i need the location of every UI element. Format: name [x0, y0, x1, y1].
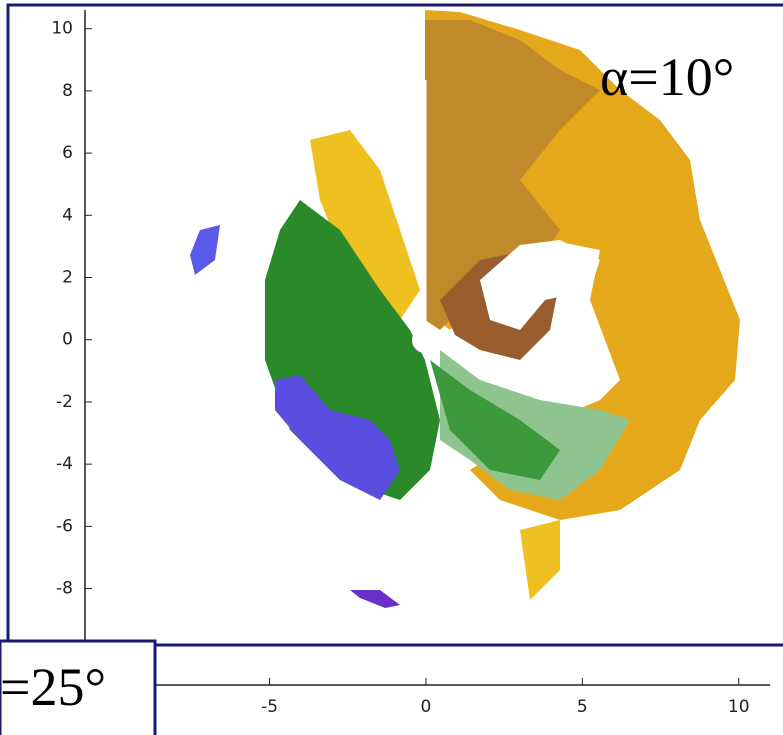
annotation: α=10° [600, 47, 734, 107]
x-tick-label: 5 [577, 697, 588, 717]
y-tick-label: -6 [56, 516, 73, 536]
y-tick-label: 0 [62, 330, 73, 350]
x-tick-label: 10 [728, 697, 750, 717]
radar-echo [520, 520, 560, 600]
x-tick-label: 0 [421, 697, 432, 717]
y-tick-label: 4 [62, 205, 73, 225]
inset-box [0, 639, 157, 735]
annotation: =25° [0, 657, 106, 717]
radar-echo [190, 225, 220, 275]
radar-echo [480, 240, 600, 330]
radar-field [190, 10, 740, 608]
radar-echo [425, 20, 600, 330]
radar-echo [350, 590, 400, 608]
y-tick-label: 2 [62, 268, 73, 288]
y-tick-label: 6 [62, 143, 73, 163]
y-tick-label: 8 [62, 81, 73, 101]
radar-echo [310, 130, 420, 320]
radar-center [412, 327, 438, 353]
x-tick-label: -5 [261, 697, 278, 717]
y-tick-label: -2 [56, 392, 73, 412]
radar-echo [430, 360, 560, 480]
y-tick-label: -4 [56, 454, 73, 474]
radar-echo [275, 375, 400, 500]
y-tick-label: 10 [51, 19, 73, 39]
frame [6, 3, 783, 647]
y-tick-label: -8 [56, 579, 73, 599]
